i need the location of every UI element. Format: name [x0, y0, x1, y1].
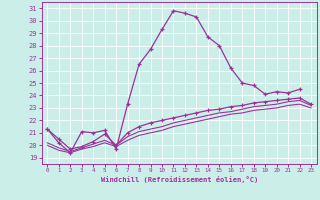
X-axis label: Windchill (Refroidissement éolien,°C): Windchill (Refroidissement éolien,°C)	[100, 176, 258, 183]
